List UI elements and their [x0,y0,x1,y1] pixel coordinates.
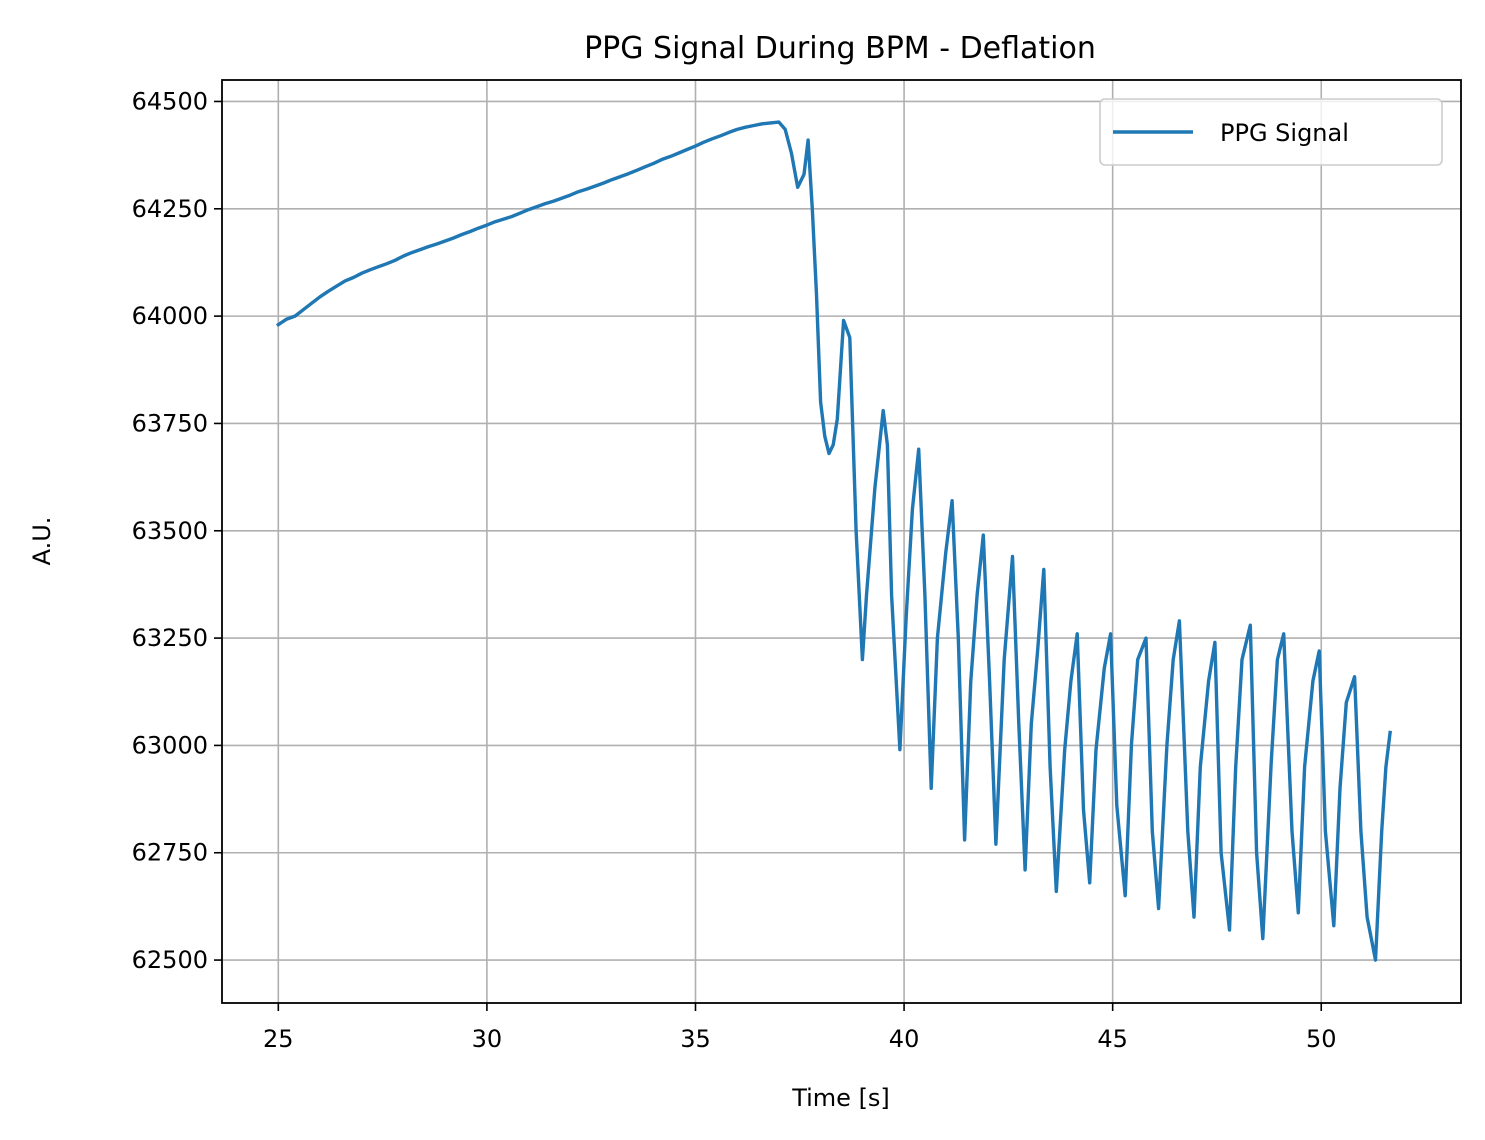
y-tick-label: 62500 [132,946,208,974]
series-line-ppg-signal [275,120,1392,962]
x-tick-label: 45 [1097,1025,1128,1053]
y-tick-label: 63750 [132,409,208,437]
chart-title: PPG Signal During BPM - Deflation [584,31,1096,66]
y-tick-label: 63500 [132,517,208,545]
legend-box [1099,98,1443,166]
x-tick-label: 50 [1306,1025,1337,1053]
y-tick-label: 64000 [132,302,208,330]
y-tick-label: 64500 [132,87,208,115]
grid [222,80,1461,1003]
y-tick-label: 62750 [132,839,208,867]
x-tick-label: 25 [263,1025,294,1053]
plot-frame [221,79,1462,1004]
legend-label: PPG Signal [1220,119,1349,147]
x-tick-label: 30 [472,1025,503,1053]
legend: PPG Signal [1099,98,1443,166]
axis-ticks: 25 30 35 40 45 50 62500 62750 63000 63250 63500 637… [132,87,1337,1053]
x-tick-label: 35 [680,1025,711,1053]
y-tick-label: 64250 [132,195,208,223]
y-axis-label: A.U. [28,517,56,566]
x-axis-label: Time [s] [791,1084,890,1112]
x-tick-label: 40 [889,1025,920,1053]
series-layer [275,120,1392,962]
y-tick-label: 63250 [132,624,208,652]
y-tick-label: 63000 [132,731,208,759]
